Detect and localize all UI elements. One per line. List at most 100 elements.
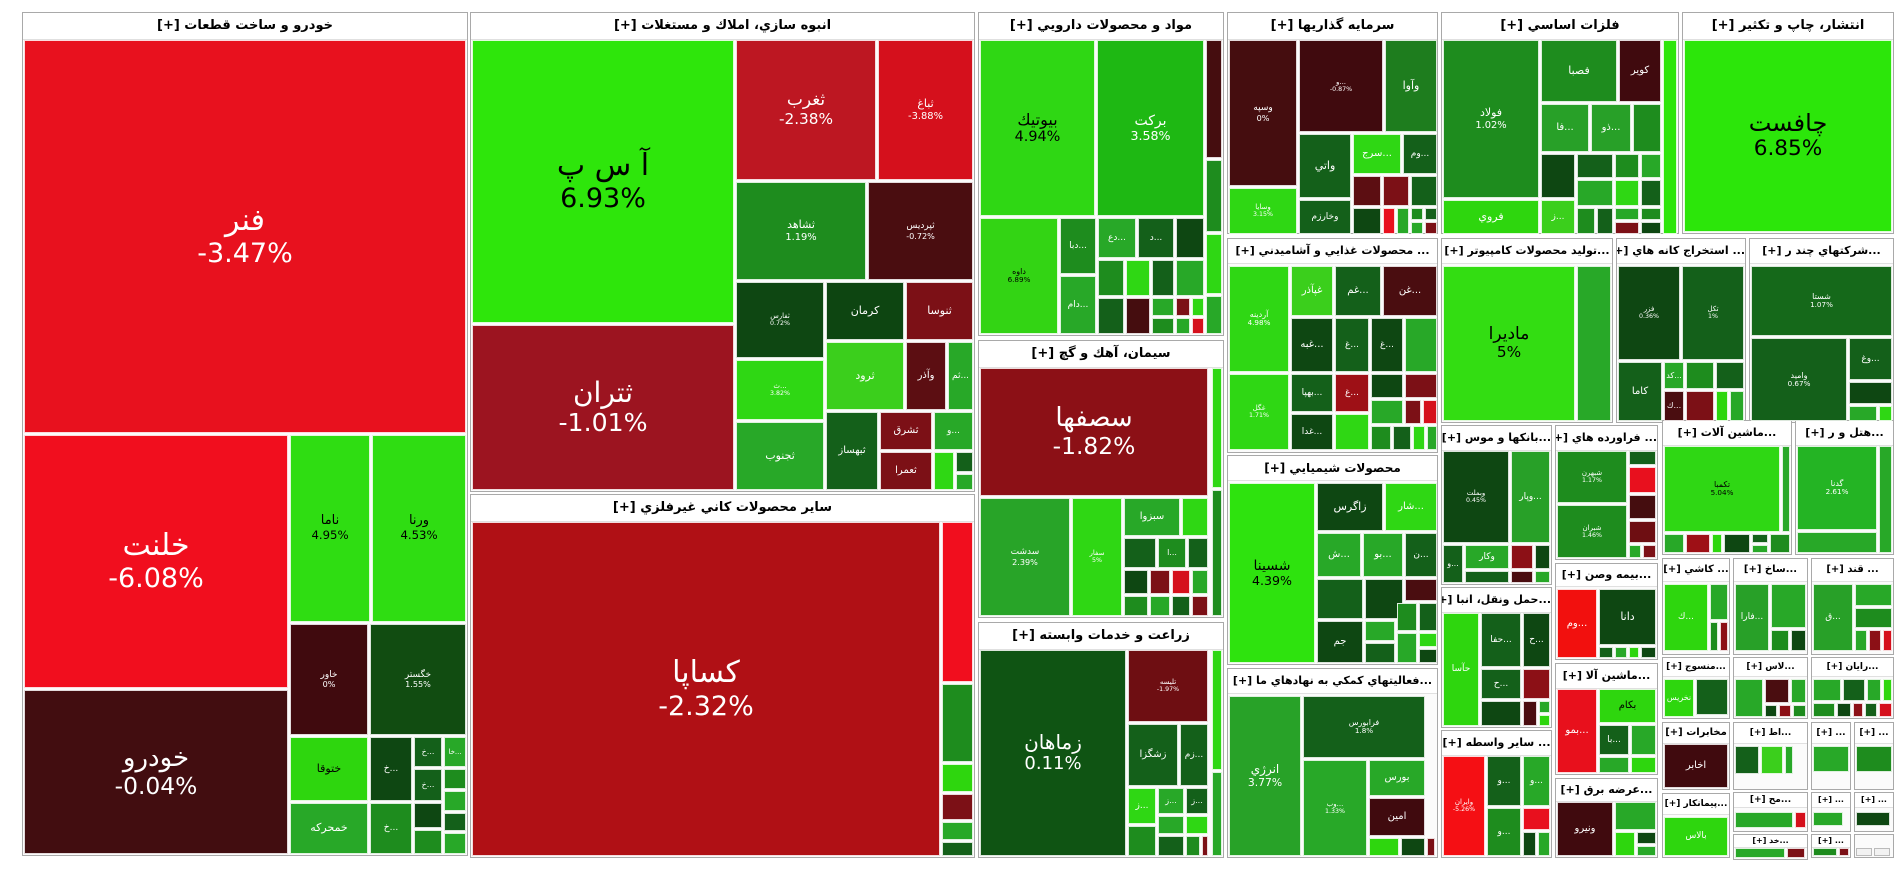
- stock-tile[interactable]: زماهان 0.11%: [980, 650, 1126, 856]
- stock-tile[interactable]: غپآذر: [1291, 266, 1333, 316]
- stock-tile[interactable]: [1813, 703, 1835, 717]
- stock-tile[interactable]: [1535, 545, 1550, 569]
- stock-tile[interactable]: [1752, 545, 1768, 553]
- stock-tile[interactable]: ...خا: [444, 737, 466, 767]
- stock-tile[interactable]: [1855, 584, 1892, 606]
- stock-tile[interactable]: [1797, 532, 1877, 553]
- stock-tile[interactable]: بيوتيك 4.94%: [980, 40, 1095, 216]
- stock-tile[interactable]: [1186, 836, 1200, 856]
- stock-tile[interactable]: ثبهساز: [826, 412, 878, 490]
- sector-header-mining[interactable]: ... استخراج كانه هاي [+]: [1617, 239, 1745, 264]
- stock-tile[interactable]: [1192, 596, 1208, 616]
- stock-tile[interactable]: [1206, 160, 1222, 232]
- stock-tile[interactable]: ...وغ: [1849, 338, 1892, 380]
- stock-tile[interactable]: سبزوا: [1124, 498, 1180, 536]
- stock-tile[interactable]: [1577, 180, 1613, 206]
- stock-tile[interactable]: [1839, 848, 1849, 856]
- stock-tile[interactable]: [1879, 406, 1892, 421]
- stock-tile[interactable]: [1150, 570, 1170, 594]
- stock-tile[interactable]: [1710, 584, 1728, 620]
- stock-tile[interactable]: چافست 6.85%: [1684, 40, 1892, 232]
- stock-tile[interactable]: [1813, 812, 1843, 826]
- stock-tile[interactable]: [1599, 757, 1629, 773]
- stock-tile[interactable]: ...ش: [1317, 533, 1361, 577]
- stock-tile[interactable]: [1791, 630, 1806, 651]
- stock-tile[interactable]: [1192, 570, 1208, 594]
- stock-tile[interactable]: وكار: [1465, 545, 1509, 569]
- stock-tile[interactable]: داوه 6.89%: [980, 218, 1058, 334]
- sector-header-transport[interactable]: ...حمل ونقل، انبا [+]: [1442, 588, 1551, 613]
- stock-tile[interactable]: [1599, 647, 1613, 658]
- stock-tile[interactable]: ...بمو: [1557, 689, 1597, 773]
- stock-tile[interactable]: [1397, 633, 1417, 663]
- stock-tile[interactable]: [1535, 571, 1550, 583]
- stock-tile[interactable]: [1419, 649, 1437, 663]
- stock-tile[interactable]: [1202, 836, 1208, 856]
- stock-tile[interactable]: [1192, 298, 1204, 316]
- sector-header-misc-f[interactable]: ... [+]: [1855, 793, 1893, 808]
- stock-tile[interactable]: ...ز: [1158, 788, 1184, 814]
- stock-tile[interactable]: ...خ: [370, 737, 412, 801]
- stock-tile[interactable]: ...ذو: [1591, 104, 1631, 152]
- stock-tile[interactable]: بالاس: [1664, 817, 1728, 856]
- stock-tile[interactable]: [1353, 208, 1381, 234]
- stock-tile[interactable]: [1771, 630, 1789, 651]
- stock-tile[interactable]: [1735, 679, 1763, 717]
- stock-tile[interactable]: [1523, 701, 1537, 726]
- stock-tile[interactable]: واميد 0.67%: [1751, 338, 1847, 421]
- stock-tile[interactable]: [1511, 571, 1533, 583]
- stock-tile[interactable]: [1664, 534, 1684, 553]
- stock-tile[interactable]: ختوقا: [290, 737, 368, 801]
- stock-tile[interactable]: [1641, 180, 1661, 206]
- sector-header-sugar[interactable]: ... قند [+]: [1812, 559, 1893, 582]
- stock-tile[interactable]: [1837, 703, 1851, 717]
- stock-tile[interactable]: ثرود: [826, 342, 904, 410]
- sector-header-publishing[interactable]: انتشار، چاپ و تكثير [+]: [1683, 13, 1893, 40]
- stock-tile[interactable]: [1176, 260, 1204, 296]
- stock-tile[interactable]: سفار 5%: [1072, 498, 1122, 616]
- stock-tile[interactable]: [1401, 838, 1425, 856]
- sector-header-misc-a[interactable]: ... [+]: [1812, 723, 1850, 744]
- stock-tile[interactable]: ...د: [1138, 218, 1174, 258]
- stock-tile[interactable]: [1795, 812, 1806, 828]
- stock-tile[interactable]: ثشاهد 1.19%: [736, 182, 866, 280]
- stock-tile[interactable]: بورس: [1369, 760, 1425, 796]
- stock-tile[interactable]: [1405, 374, 1437, 398]
- stock-tile[interactable]: غگل 1.71%: [1229, 374, 1289, 450]
- stock-tile[interactable]: [1419, 633, 1437, 647]
- stock-tile[interactable]: [1629, 647, 1639, 658]
- stock-tile[interactable]: ...غم: [1335, 266, 1381, 316]
- stock-tile[interactable]: ...غ: [1335, 318, 1369, 372]
- stock-tile[interactable]: وخارزم: [1299, 200, 1351, 234]
- sector-header-telecom[interactable]: مخابرات [+]: [1663, 723, 1729, 744]
- stock-tile[interactable]: ...شار: [1385, 483, 1437, 531]
- stock-tile[interactable]: [1158, 836, 1184, 856]
- stock-tile[interactable]: [1172, 596, 1190, 616]
- stock-tile[interactable]: ثتران -1.01%: [472, 325, 734, 490]
- stock-tile[interactable]: ...و: [1523, 756, 1550, 806]
- stock-tile[interactable]: [1856, 746, 1892, 772]
- stock-tile[interactable]: ...فارا: [1735, 584, 1769, 651]
- stock-tile[interactable]: ...دبا: [1060, 218, 1096, 274]
- sector-header-auto[interactable]: خودرو و ساخت قطعات [+]: [23, 13, 467, 40]
- stock-tile[interactable]: [1411, 222, 1423, 234]
- stock-tile[interactable]: ...ث 3.82%: [736, 360, 824, 420]
- stock-tile[interactable]: [1813, 848, 1837, 856]
- stock-tile[interactable]: ...وب 1.33%: [1303, 760, 1367, 856]
- stock-tile[interactable]: [1212, 650, 1222, 770]
- sector-header-other-intermediation[interactable]: ... ساير واسطه [+]: [1442, 731, 1551, 756]
- stock-tile[interactable]: [1335, 414, 1369, 450]
- stock-tile[interactable]: [1186, 816, 1208, 834]
- stock-tile[interactable]: [1629, 545, 1641, 558]
- stock-tile[interactable]: ...وم: [1403, 134, 1437, 174]
- stock-tile[interactable]: فروي: [1443, 200, 1539, 234]
- stock-tile[interactable]: [1397, 603, 1417, 631]
- sector-header-conglomerate[interactable]: ...شركتهاي چند ر [+]: [1750, 239, 1893, 264]
- stock-tile[interactable]: [1371, 426, 1391, 450]
- stock-tile[interactable]: [1405, 400, 1421, 424]
- stock-tile[interactable]: ...ز: [1128, 788, 1156, 824]
- stock-tile[interactable]: [1427, 426, 1437, 450]
- stock-tile[interactable]: [1206, 296, 1222, 334]
- stock-tile[interactable]: [1124, 596, 1148, 616]
- stock-tile[interactable]: ثباغ -3.88%: [878, 40, 973, 180]
